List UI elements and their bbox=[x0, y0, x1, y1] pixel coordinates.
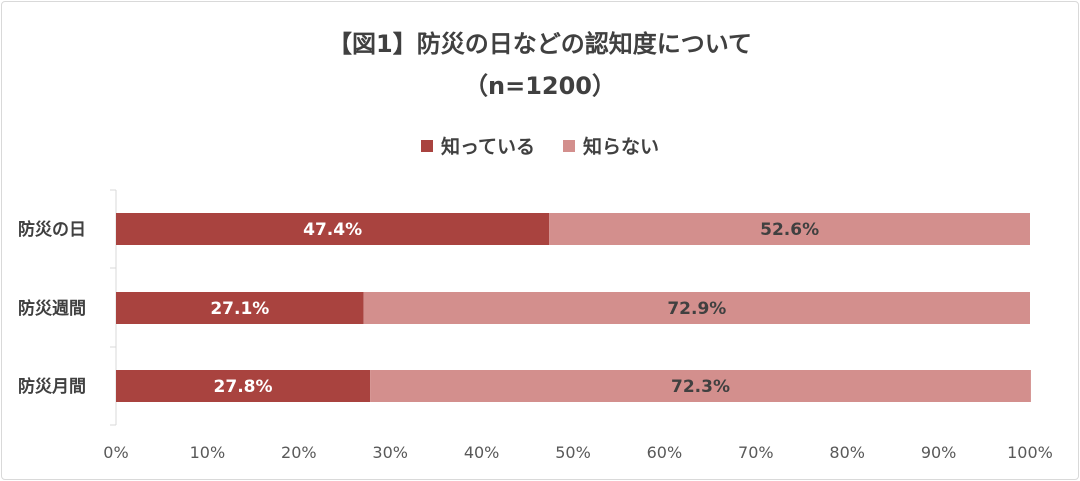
data-label: 27.8% bbox=[214, 377, 273, 397]
legend-label-unknown: 知らない bbox=[583, 136, 660, 158]
x-tick-label: 90% bbox=[921, 443, 957, 462]
x-tick-label: 30% bbox=[372, 443, 408, 462]
data-label: 47.4% bbox=[303, 220, 362, 240]
x-tick-label: 10% bbox=[190, 443, 226, 462]
legend-label-known: 知っている bbox=[440, 136, 536, 158]
category-label: 防災週間 bbox=[18, 298, 86, 319]
data-label: 52.6% bbox=[760, 220, 819, 240]
legend-item-known: 知っている bbox=[420, 132, 536, 159]
data-label: 72.9% bbox=[667, 299, 726, 319]
category-label: 防災月間 bbox=[18, 376, 86, 397]
chart-subtitle: （n=1200） bbox=[464, 72, 616, 100]
x-tick-label: 50% bbox=[555, 443, 591, 462]
x-tick-label: 0% bbox=[103, 443, 128, 462]
chart-title: 【図1】防災の日などの認知度について bbox=[328, 30, 752, 58]
x-tick-label: 80% bbox=[829, 443, 865, 462]
x-tick-label: 100% bbox=[1007, 443, 1053, 462]
x-tick-label: 70% bbox=[738, 443, 774, 462]
legend-item-unknown: 知らない bbox=[563, 132, 659, 159]
legend: 知っている 知らない bbox=[0, 132, 1080, 159]
x-tick-label: 40% bbox=[464, 443, 500, 462]
legend-swatch-known bbox=[420, 139, 433, 152]
bar-known bbox=[116, 213, 550, 245]
data-label: 27.1% bbox=[210, 299, 269, 319]
bar-unknown bbox=[370, 370, 1031, 402]
data-label: 72.3% bbox=[671, 377, 730, 397]
category-label: 防災の日 bbox=[18, 219, 86, 240]
bar-known bbox=[116, 292, 364, 324]
x-tick-label: 60% bbox=[647, 443, 683, 462]
legend-swatch-unknown bbox=[563, 139, 576, 152]
bar-unknown bbox=[549, 213, 1030, 245]
x-tick-label: 20% bbox=[281, 443, 317, 462]
bar-unknown bbox=[363, 292, 1031, 324]
bar-known bbox=[116, 370, 371, 402]
